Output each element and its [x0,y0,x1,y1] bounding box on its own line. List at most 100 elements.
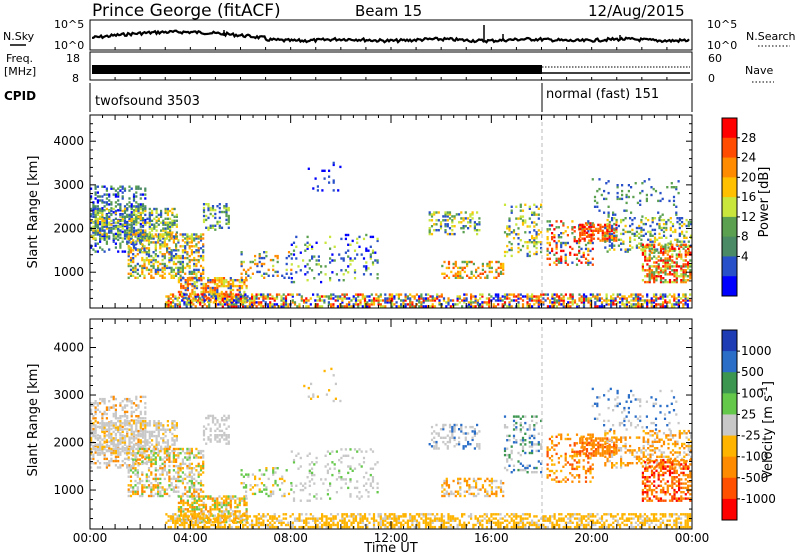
velocity-cell [132,432,136,436]
velocity-cell [184,456,187,459]
power-cell [643,299,646,302]
velocity-cell [175,458,178,461]
power-cell [546,253,549,256]
power-cell [610,229,613,232]
power-cell [528,254,531,258]
power-cell [444,225,447,228]
power-cell [239,299,242,302]
power-cell [615,223,618,227]
velocity-cell [157,454,160,457]
velocity-cell [147,467,151,470]
power-cell [287,276,291,279]
velocity-cell [166,458,169,461]
power-cell [258,270,261,274]
power-cell [137,207,140,211]
power-cell [143,264,146,268]
velocity-cell [134,467,137,470]
power-cell [147,241,151,244]
power-cell [369,257,372,260]
power-cell [278,293,281,296]
velocity-cell [139,395,142,399]
power-cell [610,301,613,304]
power-cell [175,274,178,277]
velocity-cell [119,420,122,423]
power-cell [662,251,665,254]
power-cell [225,203,228,206]
power-cell [533,229,536,232]
power-cell [222,280,226,284]
noise-panel-frame [89,19,693,51]
power-cell [664,265,667,268]
velocity-cell [190,475,193,478]
velocity-cell [117,430,120,434]
power-cell [481,295,484,298]
velocity-cell [141,456,144,459]
power-cell [205,226,208,229]
power-cell [366,295,369,298]
power-cell [188,245,191,248]
velocity-cell [90,428,93,431]
power-cell [193,277,196,280]
power-cell [197,251,200,254]
velocity-cell [163,460,166,463]
power-cell [668,255,672,258]
velocity-cell [141,436,145,439]
power-cell [684,295,687,298]
velocity-cell [128,420,131,423]
velocity-cell [182,501,185,505]
power-cell [452,266,455,270]
power-cell [578,297,581,300]
power-cell [638,226,641,230]
power-cell [445,305,448,308]
power-cell [569,245,572,249]
power-cell [172,305,175,308]
power-cell [223,293,227,296]
velocity-cell [157,477,160,481]
velocity-cell [175,486,178,489]
power-cell [292,280,296,284]
power-cell [579,235,582,238]
power-cell [569,253,572,256]
velocity-cell [139,410,142,414]
velocity-cell [123,415,127,418]
power-cell [160,211,163,215]
power-cell [391,299,394,302]
power-cell [452,303,455,306]
power-cell [636,201,639,205]
velocity-cell [166,424,169,427]
power-cell [634,297,637,300]
power-cell [589,222,592,225]
power-cell [641,215,644,218]
power-cell [639,299,642,302]
power-cell [144,207,147,211]
power-cell [105,189,108,192]
power-cell [615,237,618,240]
power-cell [92,237,95,240]
power-cell [214,297,218,300]
velocity-cell [199,464,203,468]
power-cell [167,301,170,304]
power-cell [376,273,379,276]
velocity-cell [154,484,157,487]
velocity-cell [123,447,127,450]
velocity-cell [195,447,198,451]
power-cell [479,297,482,300]
power-cell [649,232,652,236]
velocity-cell [159,494,162,498]
power-cell [168,253,171,256]
velocity-cell [181,479,184,483]
power-cell [117,187,120,190]
power-cell [105,242,108,245]
power-cell [332,163,335,167]
velocity-cell [157,426,160,429]
power-cell [235,299,238,302]
velocity-cell [132,492,135,496]
power-cell [528,239,531,242]
power-cell [94,197,97,200]
power-cell [666,295,669,298]
power-cell [305,299,308,302]
power-cell [413,295,416,298]
power-cell [551,301,554,304]
power-cell [668,271,672,274]
